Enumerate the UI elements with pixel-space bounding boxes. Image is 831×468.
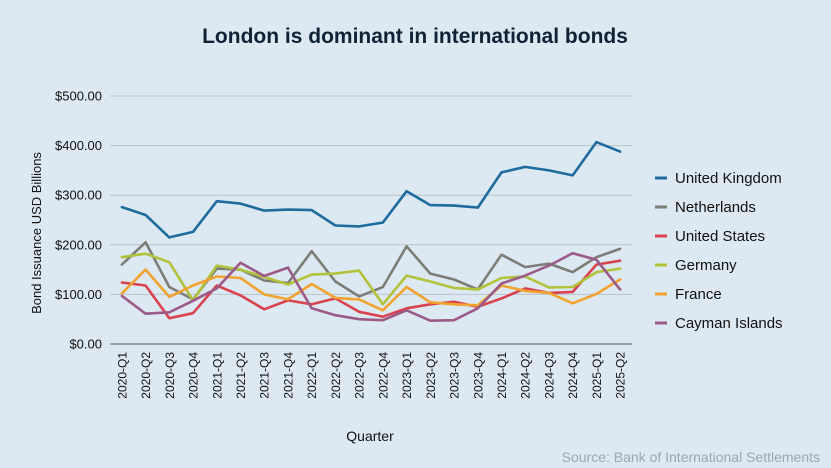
x-tick-label: 2024-Q1 <box>495 352 509 399</box>
gridlines <box>110 95 632 345</box>
x-tick-label: 2025-Q2 <box>614 352 628 399</box>
legend-label: Netherlands <box>675 199 756 216</box>
y-axis-ticks: $0.00 $100.00 $200.00 $300.00 $400.00 $500.00 <box>55 89 102 352</box>
series-line-france <box>120 268 622 312</box>
x-tick-label: 2021-Q2 <box>234 352 248 399</box>
x-tick-label: 2023-Q2 <box>424 352 438 399</box>
x-axis-ticks: 2020-Q1 2020-Q2 2020-Q3 2020-Q4 2021-Q1 2021-… <box>115 352 627 399</box>
x-tick-label: 2022-Q4 <box>376 352 390 399</box>
x-tick-label: 2021-Q4 <box>281 352 295 399</box>
legend-label: United States <box>675 228 765 245</box>
series-line-germany <box>120 252 622 306</box>
source-note: Source: Bank of International Settlement… <box>562 449 820 465</box>
legend-label: United Kingdom <box>675 170 782 187</box>
x-tick-label: 2021-Q1 <box>210 352 224 399</box>
y-tick-label: $0.00 <box>69 337 102 352</box>
series-line-cayman-islands <box>120 251 622 323</box>
chart-title: London is dominant in international bond… <box>202 25 628 48</box>
x-tick-label: 2020-Q2 <box>139 352 153 399</box>
x-tick-label: 2023-Q4 <box>471 352 485 399</box>
series-line-united-kingdom <box>120 140 622 239</box>
x-tick-label: 2023-Q3 <box>448 352 462 399</box>
x-tick-label: 2024-Q3 <box>542 352 556 399</box>
series-lines <box>120 140 622 323</box>
x-tick-label: 2024-Q2 <box>519 352 533 399</box>
x-tick-label: 2021-Q3 <box>258 352 272 399</box>
x-tick-label: 2020-Q4 <box>187 352 201 399</box>
x-tick-label: 2024-Q4 <box>566 352 580 399</box>
y-tick-label: $200.00 <box>55 237 102 252</box>
y-tick-label: $300.00 <box>55 188 102 203</box>
y-tick-label: $100.00 <box>55 287 102 302</box>
legend-label: France <box>675 286 722 303</box>
y-tick-label: $400.00 <box>55 138 102 153</box>
x-tick-label: 2025-Q1 <box>590 352 604 399</box>
x-tick-label: 2022-Q2 <box>329 352 343 399</box>
x-tick-label: 2020-Q1 <box>115 352 129 399</box>
series-line-netherlands <box>120 241 622 301</box>
x-axis-label: Quarter <box>346 428 394 444</box>
x-tick-label: 2023-Q1 <box>400 352 414 399</box>
x-tick-label: 2022-Q3 <box>353 352 367 399</box>
legend: United Kingdom Netherlands United States Ge… <box>655 170 783 332</box>
legend-label: Cayman Islands <box>675 315 783 332</box>
y-tick-label: $500.00 <box>55 89 102 104</box>
x-tick-label: 2020-Q3 <box>163 352 177 399</box>
legend-label: Germany <box>675 257 737 274</box>
x-tick-label: 2022-Q1 <box>305 352 319 399</box>
y-axis-label: Bond Issuance USD Billions <box>29 152 44 314</box>
